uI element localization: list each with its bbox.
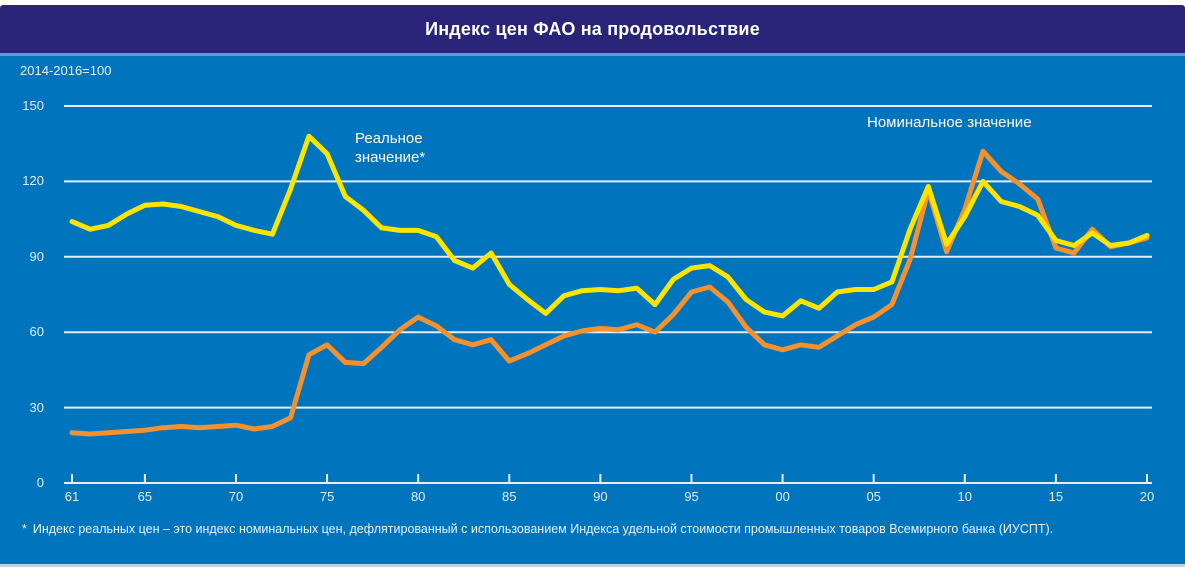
- y-axis-tick-label: 30: [29, 399, 44, 415]
- footnote-asterisk: *: [22, 522, 27, 536]
- x-axis-tick-label: 61: [64, 489, 80, 504]
- plot-background: [0, 56, 1185, 564]
- x-axis-tick-label: 70: [228, 489, 244, 504]
- y-axis-tick-label: 0: [36, 475, 44, 490]
- y-axis-tick-label: 90: [29, 248, 44, 264]
- x-axis-tick-label: 20: [1139, 489, 1155, 504]
- header-accent-line: [0, 53, 1185, 56]
- legend-real-line2: значение*: [355, 149, 426, 166]
- footnote-text: Индекс реальных цен – это индекс номинал…: [32, 522, 1054, 536]
- title-bar: Индекс цен ФАО на продовольствие: [0, 5, 1185, 53]
- legend-real-label: Реальное значение*: [355, 129, 425, 167]
- units-label: 2014-2016=100: [20, 63, 112, 78]
- x-axis-tick-label: 95: [684, 489, 699, 504]
- x-axis-tick-label: 00: [775, 489, 790, 504]
- legend-nominal-label: Номинальное значение: [867, 114, 1032, 131]
- x-axis-tick-label: 15: [1048, 489, 1064, 504]
- x-axis-tick-label: 85: [502, 489, 517, 504]
- x-axis-tick-label: 65: [137, 489, 153, 504]
- x-axis-tick-label: 90: [593, 489, 608, 504]
- y-axis-tick-label: 60: [29, 324, 44, 340]
- footnote: * Индекс реальных цен – это индекс номин…: [22, 521, 1152, 538]
- page-title: Индекс цен ФАО на продовольствие: [425, 18, 760, 39]
- bottom-edge-line: [0, 564, 1185, 567]
- x-axis-tick-label: 05: [866, 489, 881, 504]
- x-axis-tick-label: 75: [319, 489, 335, 504]
- y-axis-tick-label: 120: [22, 173, 44, 189]
- x-axis-tick-label: 10: [957, 489, 972, 504]
- legend-real-line1: Реальное: [355, 130, 423, 147]
- x-axis-tick-label: 80: [410, 489, 426, 504]
- y-axis-tick-label: 150: [22, 98, 44, 113]
